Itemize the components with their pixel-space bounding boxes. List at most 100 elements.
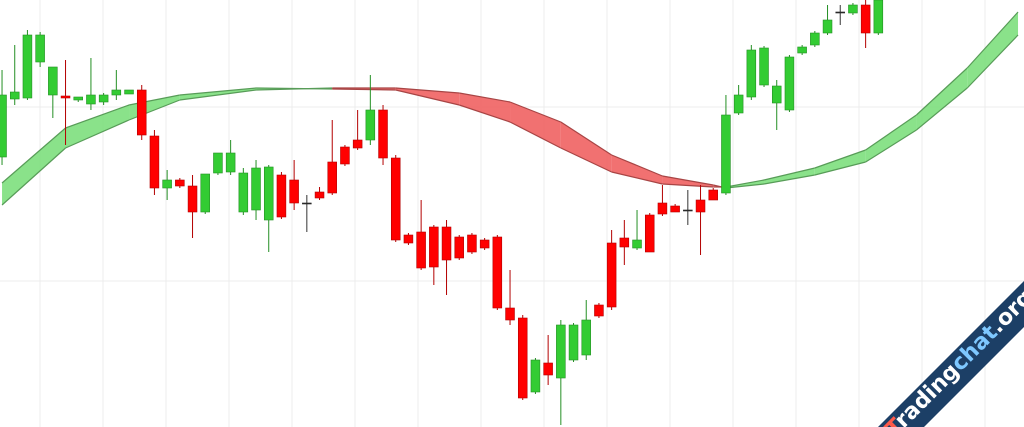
- candle-body: [810, 32, 820, 46]
- candles: [0, 0, 884, 425]
- candle-body: [619, 237, 630, 248]
- candle-body: [175, 179, 185, 187]
- ribbon-edge: [560, 121, 612, 156]
- ribbon-edge: [179, 87, 257, 96]
- ribbon-edge: [611, 171, 663, 185]
- candle-body: [556, 324, 566, 379]
- ribbon-fill: [916, 68, 968, 130]
- ribbon-edge: [65, 104, 130, 129]
- watermark: Tradingchat.org: [878, 281, 1024, 427]
- ribbon-fill: [865, 115, 917, 162]
- candle-body: [708, 189, 718, 201]
- candle-body: [695, 199, 706, 213]
- ribbon-edge: [916, 67, 968, 116]
- ribbon-edge: [509, 121, 562, 149]
- ribbon-fill: [2, 128, 66, 205]
- candle-body: [352, 139, 363, 149]
- candle-body: [289, 179, 299, 204]
- ribbon-edge: [179, 89, 257, 101]
- candle-body: [314, 191, 325, 199]
- candle-body: [759, 47, 769, 86]
- candle-body: [606, 242, 617, 308]
- candle-body: [98, 94, 109, 103]
- ribbon-edge: [865, 129, 917, 163]
- ribbon-edge: [611, 154, 663, 177]
- ribbon-edge: [395, 89, 460, 106]
- ribbon-fill: [65, 105, 130, 148]
- ribbon-edge: [763, 174, 815, 185]
- candle-body: [797, 46, 807, 54]
- candle-body: [860, 4, 871, 34]
- candle-body: [263, 166, 274, 221]
- candle-body: [73, 96, 83, 101]
- watermark-text: Tradingchat.org: [881, 285, 1024, 427]
- ribbon-edge: [459, 92, 511, 103]
- candle-body: [327, 161, 337, 194]
- ribbon-edge: [814, 149, 866, 169]
- candle-body: [594, 304, 604, 317]
- ribbon-fill: [764, 168, 815, 184]
- candle-body: [581, 319, 591, 356]
- ribbon-fill: [967, 12, 1019, 88]
- candle-body: [340, 146, 350, 165]
- candle-body: [543, 362, 553, 376]
- ribbon-fill: [560, 122, 612, 172]
- candle-body: [429, 226, 439, 268]
- candle-body: [657, 202, 668, 215]
- ribbon-edge: [814, 161, 866, 176]
- candle-body: [721, 114, 731, 194]
- ribbon-edge: [509, 101, 562, 123]
- ribbon-edge: [256, 87, 333, 91]
- ribbon-edge: [1, 147, 66, 206]
- candle-body: [733, 94, 744, 114]
- ribbon-edge: [662, 183, 714, 188]
- ribbon: [1, 11, 1019, 206]
- ribbon-edge: [459, 104, 511, 123]
- candle-body: [784, 56, 795, 111]
- candle-body: [492, 236, 503, 309]
- candle-body: [124, 89, 134, 95]
- candle-body: [403, 234, 414, 244]
- candle-body: [390, 157, 401, 241]
- candle-body: [187, 185, 198, 213]
- ribbon-edge: [332, 88, 396, 91]
- candle-body: [441, 226, 452, 261]
- ribbon-edge: [916, 87, 968, 131]
- candle-body: [873, 0, 884, 34]
- candle-body: [238, 172, 249, 213]
- candle-body: [568, 324, 579, 361]
- candle-body: [530, 359, 541, 393]
- ribbon-edge: [865, 114, 917, 151]
- ribbon-fill: [611, 155, 663, 184]
- candle-body: [213, 152, 223, 174]
- candle-body: [48, 66, 58, 96]
- candle-body: [479, 239, 490, 249]
- candle-body: [9, 91, 20, 100]
- candle-body: [746, 49, 757, 98]
- candle-body: [378, 109, 388, 159]
- ribbon-edge: [1, 127, 66, 184]
- candle-body: [22, 34, 33, 99]
- ribbon-edge: [560, 147, 612, 173]
- ribbon-edge: [763, 167, 815, 181]
- candle-body: [505, 307, 515, 321]
- candle-body: [251, 167, 261, 211]
- ribbon-edge: [725, 179, 765, 188]
- candle-body: [644, 214, 655, 253]
- candle-body: [467, 234, 477, 253]
- candle-body: [848, 4, 858, 14]
- candle-body: [302, 202, 312, 205]
- candle-body: [822, 19, 833, 34]
- candle-body: [683, 209, 693, 212]
- candle-body: [149, 135, 160, 189]
- ribbon-edge: [395, 87, 460, 94]
- candle-body: [225, 152, 236, 173]
- candle-body: [35, 34, 45, 63]
- ribbon-edge: [725, 183, 765, 189]
- ribbon-edge: [662, 175, 714, 186]
- candle-body: [136, 89, 147, 136]
- candle-body: [416, 231, 426, 269]
- watermark-banner: [878, 281, 1024, 427]
- candle-body: [86, 94, 96, 105]
